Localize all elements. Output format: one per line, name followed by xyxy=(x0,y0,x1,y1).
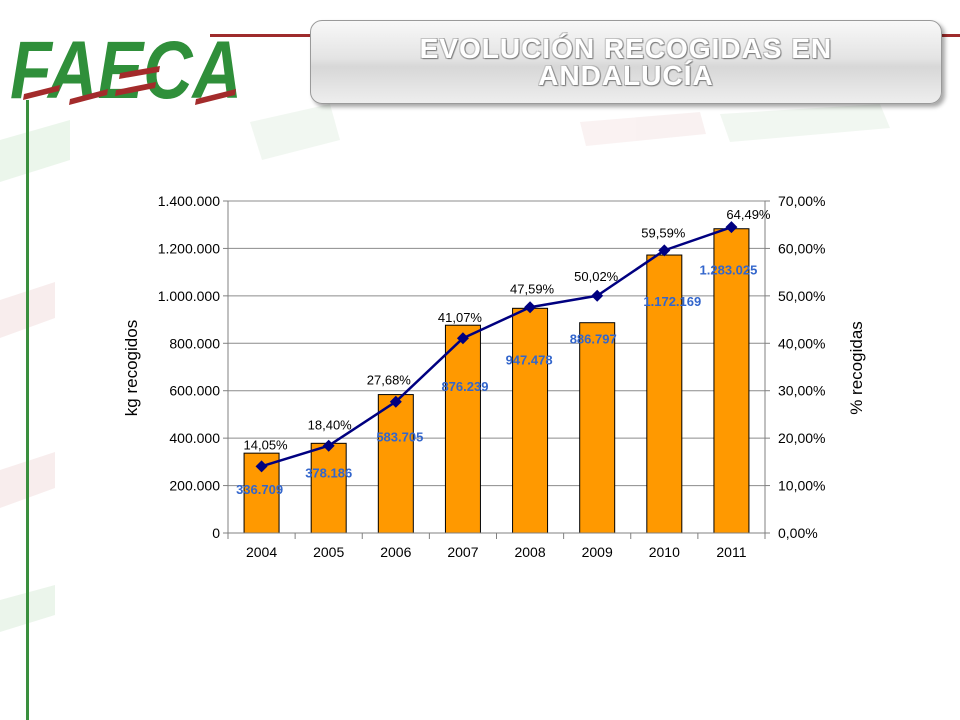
bar xyxy=(444,324,481,534)
logo-stripe xyxy=(69,89,108,105)
line-marker-diamond xyxy=(591,289,604,302)
x-tick-label: 2004 xyxy=(246,544,277,560)
logo-red-stripes xyxy=(23,66,236,105)
tick-labels: 0 200.000 400.000 600.000 800.000 1.000.000 1.… xyxy=(158,193,826,560)
line-value-label: 14,05% xyxy=(244,437,289,452)
bar xyxy=(310,442,347,534)
bar-value-label: 876.239 xyxy=(441,379,488,394)
chart-area: 336.709 378.186 583.705 876.239 947.478 886.7… xyxy=(57,178,905,580)
page-title-line-1: EVOLUCIÓN RECOGIDAS EN xyxy=(419,33,833,64)
logo-stripe xyxy=(195,89,236,105)
y2-tick-label: 20,00% xyxy=(778,430,825,446)
bar xyxy=(512,307,549,534)
side-rule xyxy=(26,100,29,720)
background-stripe xyxy=(250,104,340,160)
line-series-path xyxy=(261,225,732,468)
x-tick-label: 2009 xyxy=(582,544,613,560)
y2-tick-label: 10,00% xyxy=(778,478,825,494)
faeca-logo: FAECA xyxy=(10,26,242,110)
bar-series xyxy=(243,228,750,534)
data-labels: 336.709 378.186 583.705 876.239 947.478 886.7… xyxy=(236,207,771,497)
bar xyxy=(646,254,683,534)
bar-value-label: 336.709 xyxy=(236,482,283,497)
bar-value-label: 1.283.025 xyxy=(700,263,758,278)
line-marker-diamond xyxy=(456,332,469,345)
logo-stripe xyxy=(119,66,160,79)
background-stripe xyxy=(580,112,706,146)
line-marker-diamond xyxy=(322,439,335,452)
background-stripe xyxy=(0,120,70,182)
bar-value-label: 947.478 xyxy=(506,352,553,367)
x-tick-label: 2008 xyxy=(514,544,545,560)
y-axis-title: kg recogidos xyxy=(122,320,141,416)
title-banner: EVOLUCIÓN RECOGIDAS EN ANDALUCÍA xyxy=(310,20,942,104)
y2-tick-label: 30,00% xyxy=(778,383,825,399)
y-tick-label: 800.000 xyxy=(169,335,220,351)
logo-lettering: FAECA xyxy=(10,26,242,110)
y-tick-label: 0 xyxy=(212,525,220,541)
line-marker-diamond xyxy=(389,395,402,408)
y-tick-label: 600.000 xyxy=(169,383,220,399)
x-tick-label: 2011 xyxy=(716,544,746,560)
page-title-line-2: ANDALUCÍA xyxy=(538,60,714,91)
x-tick-label: 2006 xyxy=(380,544,411,560)
bar xyxy=(579,322,616,534)
line-value-label: 50,02% xyxy=(574,269,619,284)
background-stripe xyxy=(720,104,890,142)
combo-chart: 336.709 378.186 583.705 876.239 947.478 886.7… xyxy=(122,193,866,560)
line-marker-diamond xyxy=(524,301,537,314)
line-marker-diamond xyxy=(255,460,268,473)
bar xyxy=(377,394,414,534)
line-value-label: 47,59% xyxy=(510,281,555,296)
line-series xyxy=(255,221,738,473)
logo-stripe xyxy=(115,82,156,96)
y-tick-label: 1.000.000 xyxy=(158,288,220,304)
bar-value-label: 1.172.169 xyxy=(643,294,701,309)
bar-value-label: 378.186 xyxy=(305,465,352,480)
x-tick-label: 2010 xyxy=(649,544,680,560)
axes xyxy=(223,200,770,539)
line-value-label: 59,59% xyxy=(641,225,686,240)
y-tick-label: 200.000 xyxy=(169,478,220,494)
line-value-label: 27,68% xyxy=(367,373,412,388)
y-tick-label: 1.200.000 xyxy=(158,240,220,256)
line-marker-diamond xyxy=(725,221,738,234)
y2-tick-label: 70,00% xyxy=(778,193,825,209)
x-tick-label: 2005 xyxy=(313,544,344,560)
bar xyxy=(713,228,750,534)
y-tick-label: 400.000 xyxy=(169,430,220,446)
y-tick-label: 1.400.000 xyxy=(158,193,220,209)
y2-axis-title: % recogidas xyxy=(847,321,866,415)
logo-stripe xyxy=(23,85,60,100)
line-value-label: 18,40% xyxy=(308,418,353,433)
y2-tick-label: 0,00% xyxy=(778,525,818,541)
x-tick-label: 2007 xyxy=(447,544,478,560)
line-marker-diamond xyxy=(658,244,671,257)
y2-tick-label: 40,00% xyxy=(778,335,825,351)
line-value-label: 64,49% xyxy=(726,207,771,222)
bar-value-label: 583.705 xyxy=(376,430,423,445)
line-value-label: 41,07% xyxy=(438,310,483,325)
y2-tick-label: 60,00% xyxy=(778,240,825,256)
bar-value-label: 886.797 xyxy=(570,332,617,347)
y2-tick-label: 50,00% xyxy=(778,288,825,304)
